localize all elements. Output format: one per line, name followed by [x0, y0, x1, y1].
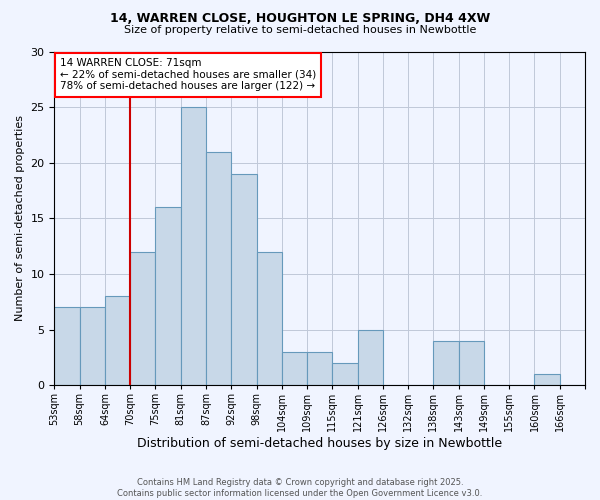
- Bar: [332, 363, 358, 385]
- Bar: [231, 174, 257, 385]
- Bar: [206, 152, 231, 385]
- Bar: [130, 252, 155, 385]
- Bar: [433, 340, 458, 385]
- Bar: [358, 330, 383, 385]
- Text: 14 WARREN CLOSE: 71sqm
← 22% of semi-detached houses are smaller (34)
78% of sem: 14 WARREN CLOSE: 71sqm ← 22% of semi-det…: [60, 58, 316, 92]
- Bar: [307, 352, 332, 385]
- Bar: [55, 308, 80, 385]
- Bar: [80, 308, 105, 385]
- X-axis label: Distribution of semi-detached houses by size in Newbottle: Distribution of semi-detached houses by …: [137, 437, 502, 450]
- Bar: [458, 340, 484, 385]
- Y-axis label: Number of semi-detached properties: Number of semi-detached properties: [15, 116, 25, 322]
- Text: 14, WARREN CLOSE, HOUGHTON LE SPRING, DH4 4XW: 14, WARREN CLOSE, HOUGHTON LE SPRING, DH…: [110, 12, 490, 26]
- Text: Size of property relative to semi-detached houses in Newbottle: Size of property relative to semi-detach…: [124, 25, 476, 35]
- Bar: [535, 374, 560, 385]
- Bar: [181, 107, 206, 385]
- Bar: [105, 296, 130, 385]
- Bar: [257, 252, 282, 385]
- Bar: [282, 352, 307, 385]
- Text: Contains HM Land Registry data © Crown copyright and database right 2025.
Contai: Contains HM Land Registry data © Crown c…: [118, 478, 482, 498]
- Bar: [155, 207, 181, 385]
